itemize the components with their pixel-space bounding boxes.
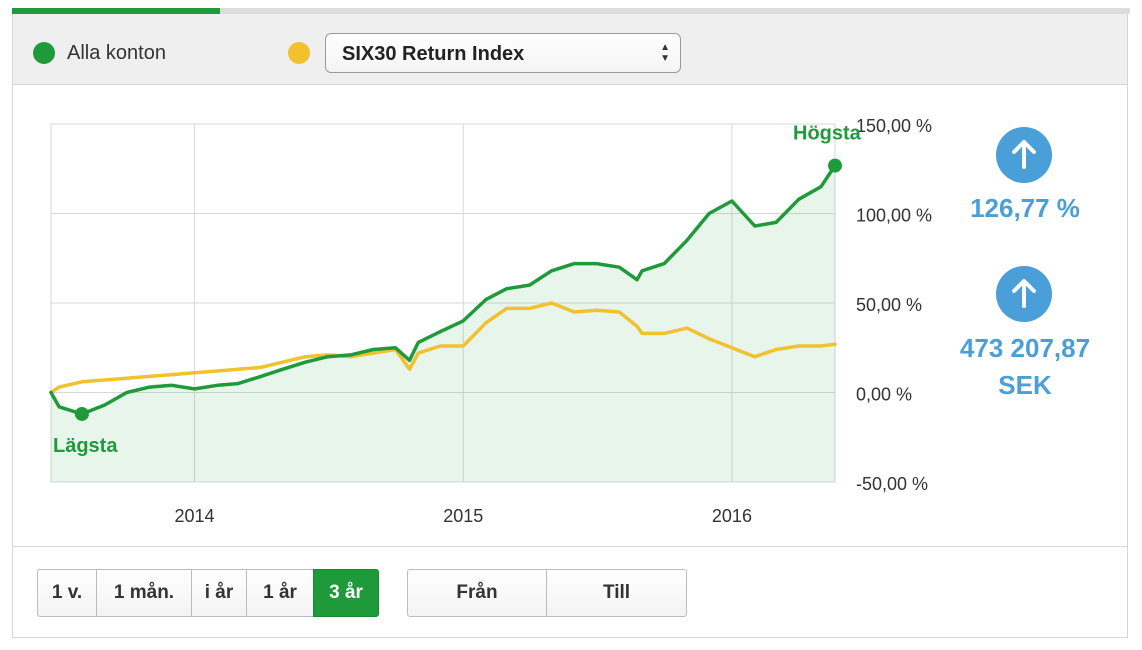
series-b-dot-icon: [288, 42, 310, 64]
benchmark-select[interactable]: SIX30 Return Index ▲ ▼: [325, 33, 681, 73]
series-b-line: [49, 301, 837, 395]
x-tick-label: 2014: [175, 506, 215, 526]
date-range-group: Från Till: [407, 569, 687, 617]
from-date-button[interactable]: Från: [407, 569, 547, 617]
period-button-2[interactable]: i år: [191, 569, 247, 617]
series-a-dot-icon: [33, 42, 55, 64]
period-toolbar: 1 v. 1 mån. i år 1 år 3 år Från Till: [13, 546, 1127, 639]
chart-panel: Alla konton SIX30 Return Index ▲ ▼ 150,00…: [12, 14, 1128, 638]
tab-strip: [12, 8, 1130, 14]
total-value-currency: SEK: [998, 370, 1052, 400]
min-point-marker: [74, 406, 89, 421]
benchmark-select-value: SIX30 Return Index: [342, 43, 525, 65]
select-arrows-icon: ▲ ▼: [660, 42, 670, 64]
series-a-area: [51, 165, 835, 482]
performance-chart: 150,00 % 100,00 % 50,00 % 0,00 % -50,00 % 201…: [49, 116, 932, 526]
x-tick-label: 2016: [712, 506, 752, 526]
period-button-1[interactable]: 1 mån.: [96, 569, 192, 617]
period-button-4[interactable]: 3 år: [313, 569, 379, 617]
value-up-arrow-icon: [996, 266, 1052, 322]
total-value-amount: 473 207,87: [959, 333, 1091, 363]
tab-indicator-active: [12, 8, 220, 14]
period-button-3[interactable]: 1 år: [246, 569, 314, 617]
x-tick-label: 2015: [443, 506, 483, 526]
y-tick-label: 0,00 %: [856, 385, 912, 405]
to-date-button[interactable]: Till: [546, 569, 687, 617]
period-button-group: 1 v. 1 mån. i år 1 år 3 år: [37, 569, 379, 617]
y-tick-label: 50,00 %: [856, 295, 922, 315]
y-tick-label: 150,00 %: [856, 116, 932, 136]
period-button-0[interactable]: 1 v.: [37, 569, 97, 617]
max-annotation-label: Högsta: [793, 123, 862, 145]
series-a-label: Alla konton: [67, 42, 166, 64]
series-a-line: [49, 163, 837, 416]
legend-bar: Alla konton SIX30 Return Index ▲ ▼: [13, 14, 1127, 85]
min-annotation-label: Lägsta: [53, 435, 118, 457]
y-tick-label: 100,00 %: [856, 206, 932, 226]
max-point-marker: [828, 158, 842, 173]
y-tick-label: -50,00 %: [856, 474, 928, 494]
percent-up-arrow-icon: [996, 127, 1052, 183]
percent-change-value: 126,77 %: [970, 193, 1080, 223]
